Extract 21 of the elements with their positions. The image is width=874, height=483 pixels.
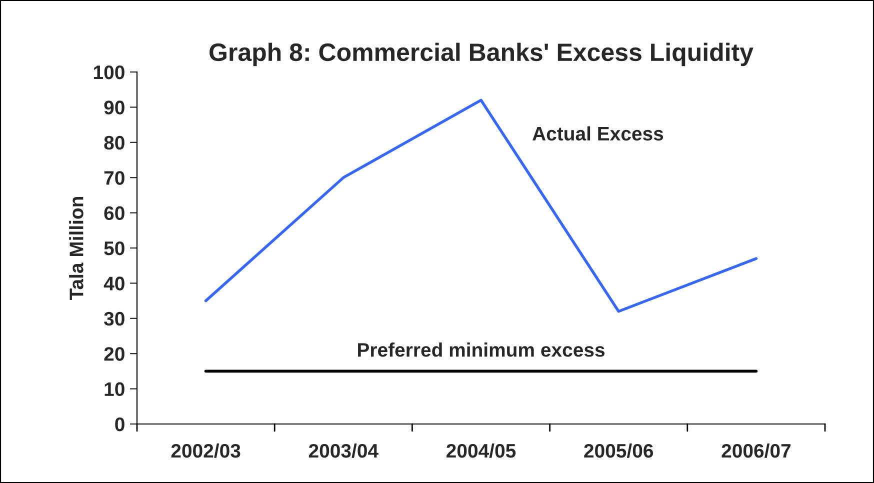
y-tick-label: 10 <box>104 382 124 396</box>
y-tick-label: 80 <box>104 136 124 150</box>
y-tick-label: 100 <box>94 65 124 80</box>
series-label: Preferred minimum excess <box>358 342 604 357</box>
y-tick-label: 90 <box>104 100 124 114</box>
x-tick-label: 2006/07 <box>722 443 790 458</box>
series-label: Actual Excess <box>532 126 664 141</box>
y-axis-title: Tala Million <box>69 196 84 300</box>
y-tick-label: 60 <box>104 206 124 220</box>
y-tick-label: 0 <box>115 417 124 432</box>
x-tick-label: 2004/05 <box>446 443 516 458</box>
y-tick-label: 20 <box>104 347 124 361</box>
y-tick-label: 50 <box>104 241 124 256</box>
x-tick-label: 2005/06 <box>584 443 654 458</box>
y-tick-label: 40 <box>104 276 124 290</box>
line-series <box>204 98 758 313</box>
y-tick-label: 70 <box>104 171 124 185</box>
x-tick-label: 2003/04 <box>308 443 378 458</box>
y-tick-label: 30 <box>104 312 124 326</box>
x-tick-label: 2002/03 <box>171 443 240 458</box>
chart-title: Graph 8: Commercial Banks' Excess Liquidity <box>210 42 754 66</box>
